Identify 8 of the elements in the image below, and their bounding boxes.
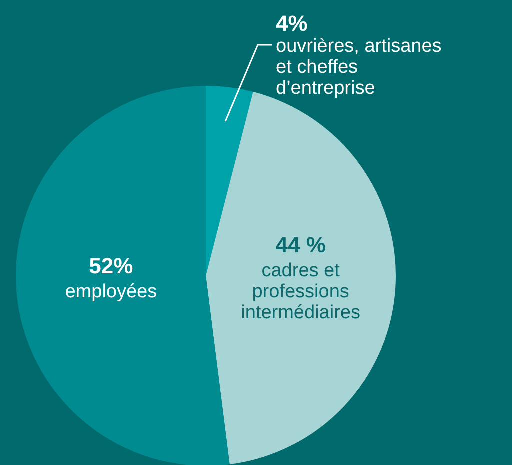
data-label: 44 % — [276, 232, 326, 258]
slice-label: cadres et professions intermédiaires — [241, 260, 360, 324]
slice-label: employées — [65, 281, 158, 302]
pie-slice — [16, 86, 230, 465]
data-label: 4% — [276, 11, 308, 36]
data-label: 52% — [89, 253, 134, 278]
pie-slice — [206, 86, 254, 276]
slice-label: ouvrières, artisanes et cheffes d’entreprise — [276, 36, 442, 99]
